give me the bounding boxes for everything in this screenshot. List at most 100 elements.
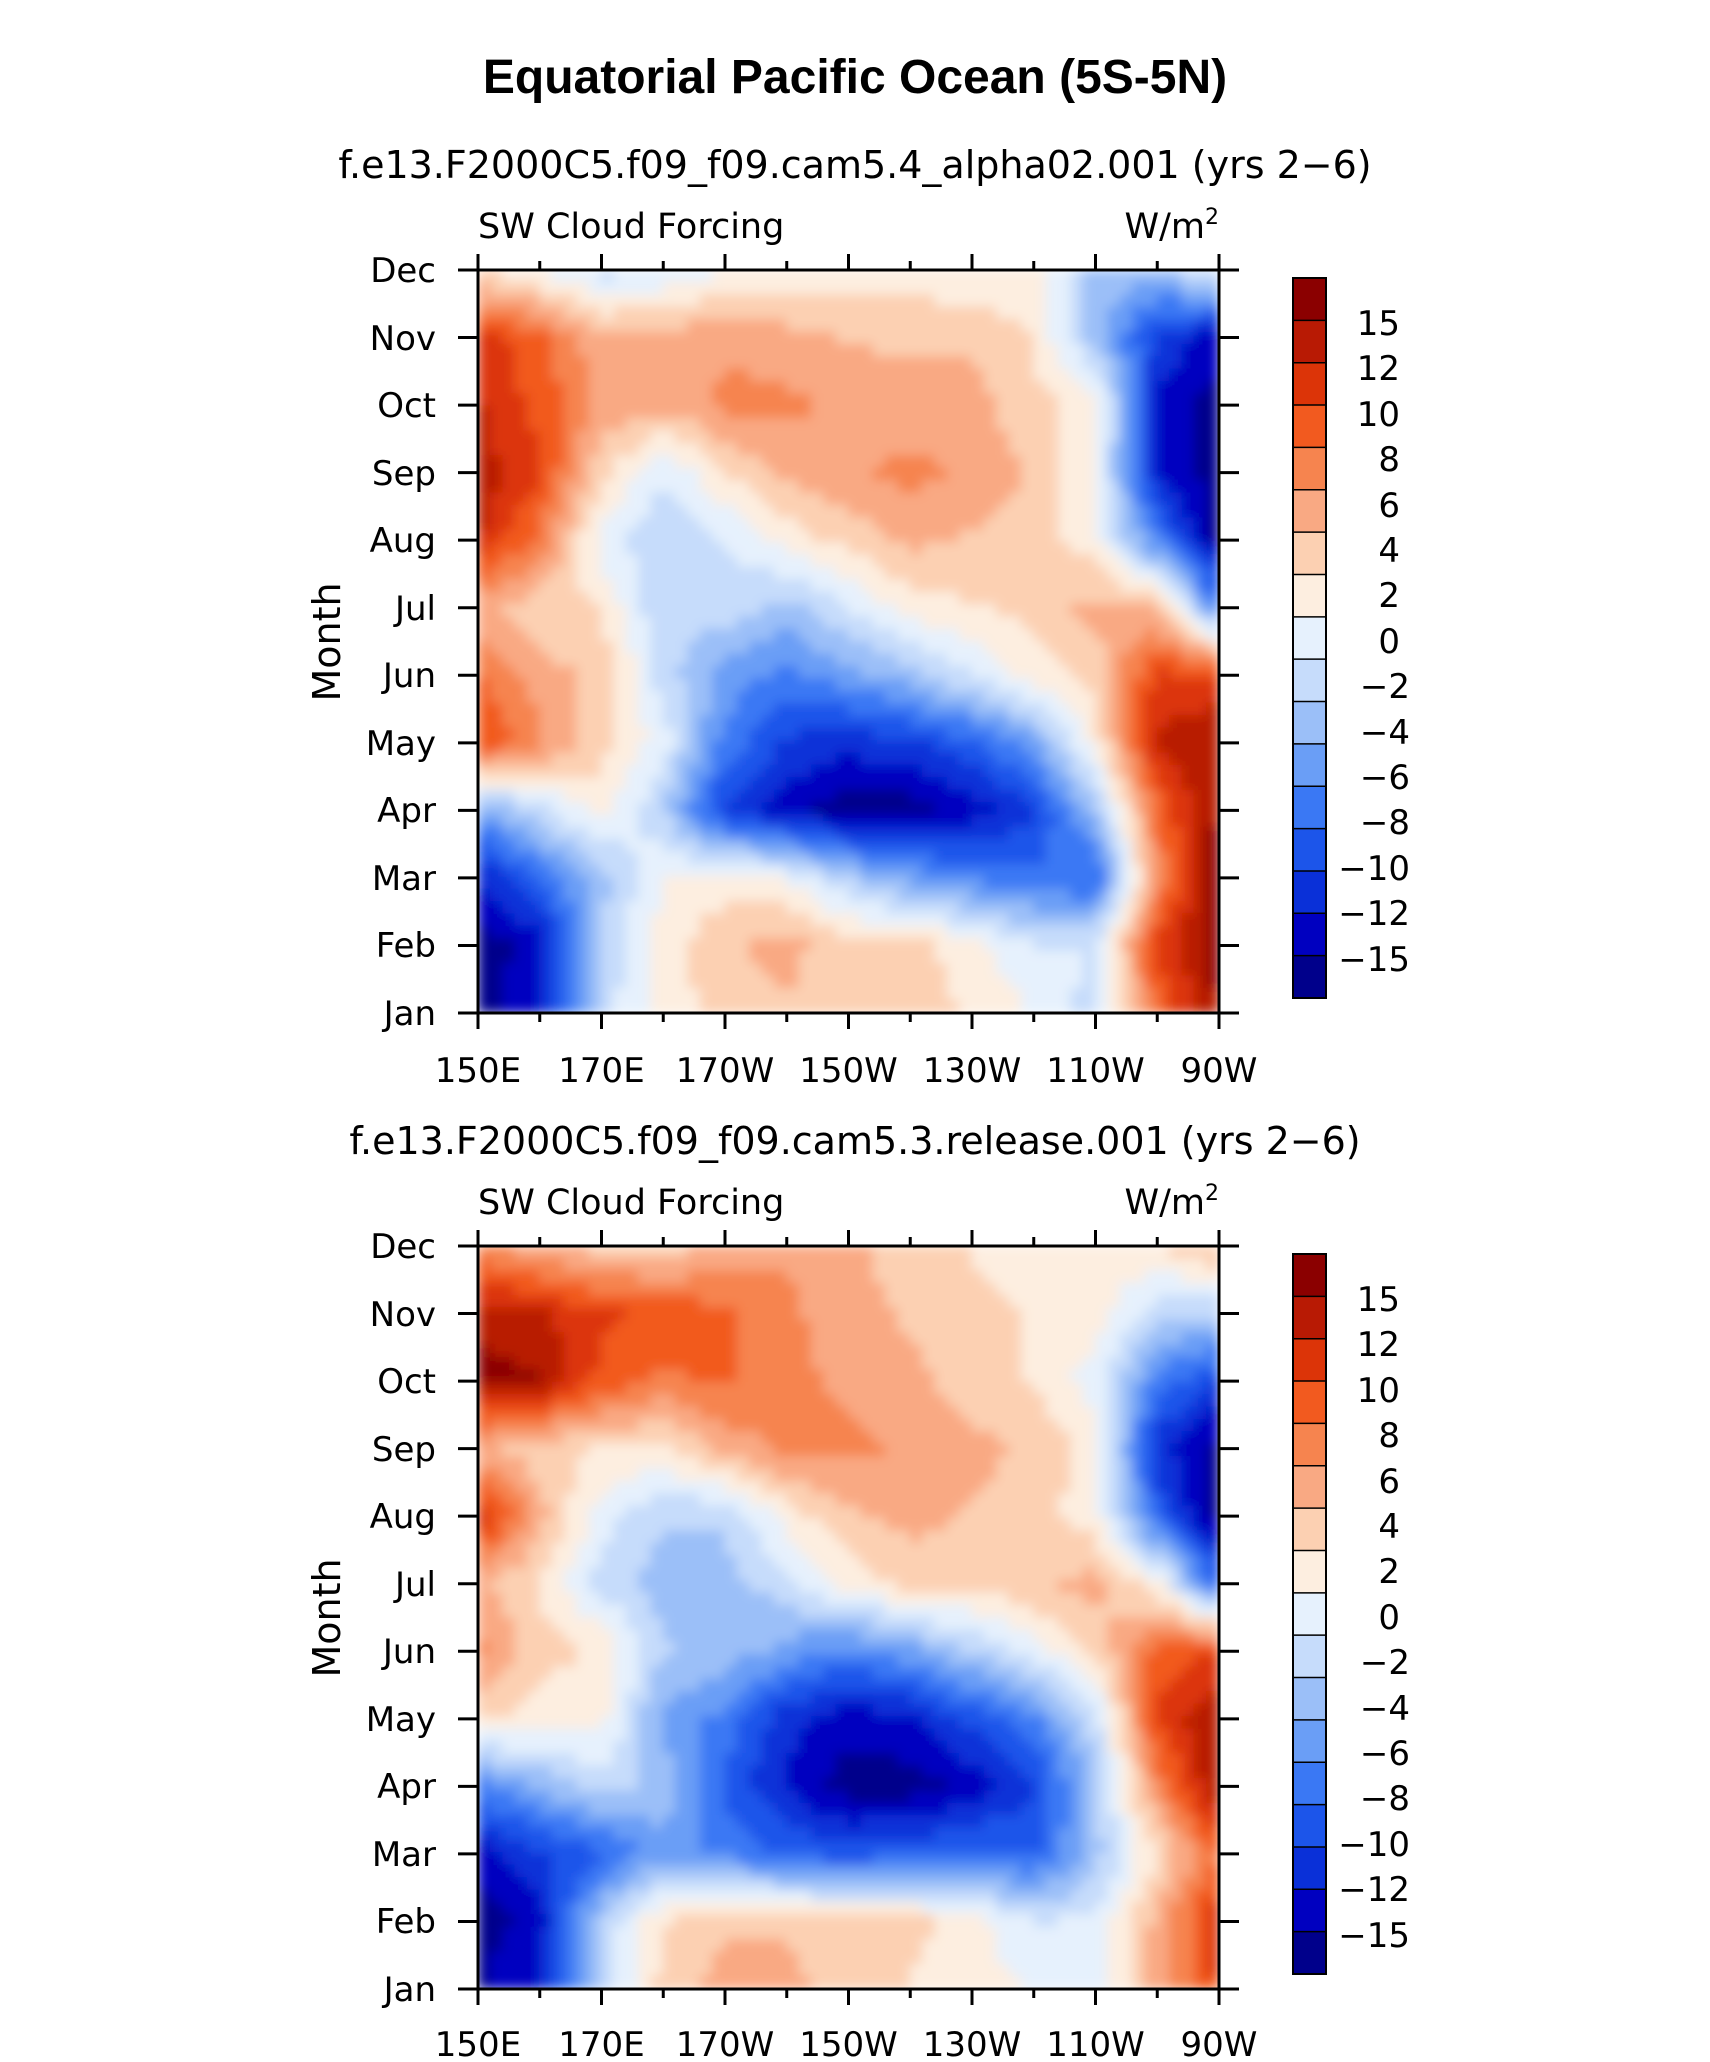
heatmap-cell xyxy=(773,789,788,803)
heatmap-cell xyxy=(699,1307,714,1321)
heatmap-cell xyxy=(959,1282,973,1297)
heatmap-cell xyxy=(1132,962,1146,977)
heatmap-cell xyxy=(823,1493,837,1507)
heatmap-cell xyxy=(959,789,973,803)
heatmap-cell xyxy=(514,678,528,692)
heatmap-cell xyxy=(922,1000,936,1013)
heatmap-cell xyxy=(1181,975,1195,989)
heatmap-cell xyxy=(1020,950,1035,964)
heatmap-cell xyxy=(1193,1000,1208,1013)
heatmap-cell xyxy=(1057,430,1072,444)
heatmap-cell xyxy=(1070,281,1084,296)
heatmap-cell xyxy=(539,579,553,593)
heatmap-cell xyxy=(662,987,677,1002)
heatmap-cell xyxy=(478,616,491,630)
heatmap-cell xyxy=(749,1356,763,1371)
heatmap-cell xyxy=(563,1369,578,1383)
heatmap-cell xyxy=(1070,752,1084,766)
heatmap-cell xyxy=(897,393,911,407)
heatmap-cell xyxy=(1095,1295,1109,1309)
heatmap-cell xyxy=(502,715,516,729)
heatmap-cell xyxy=(625,888,640,903)
heatmap-cell xyxy=(1070,962,1084,977)
heatmap-cell xyxy=(1132,628,1146,642)
heatmap-cell xyxy=(613,541,627,556)
heatmap-cell xyxy=(1082,1369,1096,1383)
heatmap-cell xyxy=(736,975,751,989)
heatmap-cell xyxy=(1045,1000,1059,1013)
heatmap-cell xyxy=(1132,554,1146,568)
heatmap-cell xyxy=(588,814,602,828)
heatmap-cell xyxy=(712,1418,726,1433)
heatmap-cell xyxy=(996,1369,1010,1383)
heatmap-cell xyxy=(638,504,652,519)
heatmap-cell xyxy=(489,529,504,543)
heatmap-cell xyxy=(885,653,899,667)
heatmap-cell xyxy=(1020,294,1035,308)
heatmap-cell xyxy=(489,678,504,692)
heatmap-cell xyxy=(959,1480,973,1495)
heatmap-cell xyxy=(773,702,788,717)
heatmap-cell xyxy=(638,678,652,692)
heatmap-cell xyxy=(946,1270,961,1284)
heatmap-cell xyxy=(934,529,948,543)
heatmap-cell xyxy=(1082,826,1096,841)
heatmap-cell xyxy=(1119,455,1134,469)
heatmap-cell xyxy=(798,690,812,704)
heatmap-cell xyxy=(1057,306,1072,321)
heatmap-cell xyxy=(761,442,775,457)
y-tick-label: Feb xyxy=(376,926,436,966)
heatmap-cell xyxy=(1107,418,1121,432)
heatmap-cell xyxy=(489,1443,504,1458)
heatmap-cell xyxy=(996,616,1010,630)
heatmap-cell xyxy=(1181,356,1195,370)
heatmap-cell xyxy=(539,1332,553,1346)
heatmap-cell xyxy=(1119,1468,1134,1482)
heatmap-cell xyxy=(1132,270,1146,283)
heatmap-cell xyxy=(601,1381,615,1396)
heatmap-cell xyxy=(773,727,788,742)
heatmap-cell xyxy=(1156,368,1171,382)
heatmap-cell xyxy=(539,678,553,692)
heatmap-cell xyxy=(650,690,664,704)
heatmap-cell xyxy=(1169,368,1183,382)
heatmap-cell xyxy=(650,319,664,333)
heatmap-cell xyxy=(563,839,578,853)
heatmap-cell xyxy=(650,1406,664,1420)
heatmap-cell xyxy=(1144,1418,1158,1433)
heatmap-cell xyxy=(1045,1344,1059,1358)
heatmap-cell xyxy=(983,480,998,494)
heatmap-cell xyxy=(1045,801,1059,816)
heatmap-cell xyxy=(835,393,849,407)
heatmap-cell xyxy=(551,616,565,630)
heatmap-cell xyxy=(1045,1332,1059,1346)
heatmap-cell xyxy=(650,777,664,791)
heatmap-cell xyxy=(823,801,837,816)
heatmap-cell xyxy=(662,1356,677,1371)
heatmap-cell xyxy=(761,975,775,989)
heatmap-cell xyxy=(1193,294,1208,308)
heatmap-cell xyxy=(638,1356,652,1371)
heatmap-cell xyxy=(613,727,627,742)
heatmap-cell xyxy=(638,628,652,642)
heatmap-cell xyxy=(922,319,936,333)
heatmap-cell xyxy=(502,839,516,853)
heatmap-cell xyxy=(749,938,763,952)
heatmap-cell xyxy=(885,492,899,506)
heatmap-cell xyxy=(1144,517,1158,531)
heatmap-cell xyxy=(625,1282,640,1297)
heatmap-cell xyxy=(946,579,961,593)
heatmap-cell xyxy=(1033,1443,1047,1458)
heatmap-cell xyxy=(996,368,1010,382)
heatmap-cell xyxy=(909,541,924,556)
heatmap-cell xyxy=(798,504,812,519)
heatmap-cell xyxy=(1156,789,1171,803)
heatmap-cell xyxy=(1132,1295,1146,1309)
heatmap-cell xyxy=(601,1443,615,1458)
panel-2-ylabel: Month xyxy=(305,1558,349,1677)
heatmap-cell xyxy=(638,1480,652,1495)
heatmap-cell xyxy=(810,467,825,482)
heatmap-cell xyxy=(1082,839,1096,853)
heatmap-cell xyxy=(1095,541,1109,556)
y-tick-label: Nov xyxy=(370,319,436,359)
